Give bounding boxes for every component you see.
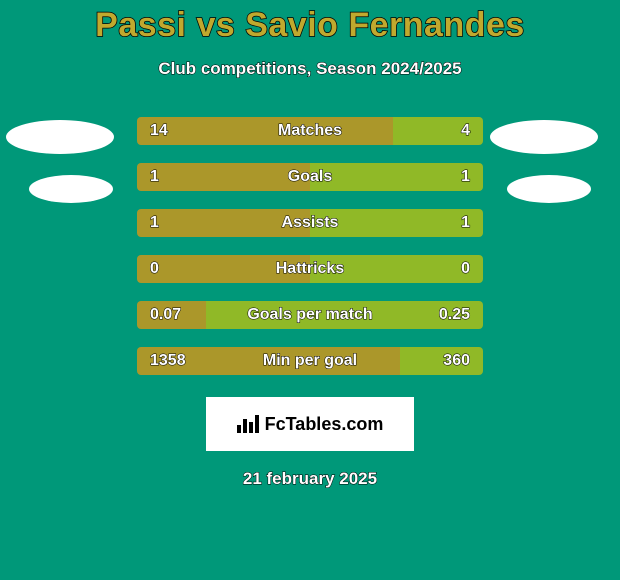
stat-row: 1 Assists 1 [0, 209, 620, 237]
stats-container: 14 Matches 4 1 Goals 1 1 Assists 1 [0, 117, 620, 375]
stat-value-right: 360 [443, 347, 470, 375]
stat-label: Goals per match [137, 301, 483, 329]
page-title: Passi vs Savio Fernandes [0, 0, 620, 45]
footer-brand-badge: FcTables.com [206, 397, 414, 451]
stat-row: 0.07 Goals per match 0.25 [0, 301, 620, 329]
stat-label: Matches [137, 117, 483, 145]
stat-value-right: 0.25 [439, 301, 470, 329]
stat-label: Min per goal [137, 347, 483, 375]
stat-row: 0 Hattricks 0 [0, 255, 620, 283]
stat-value-right: 1 [461, 209, 470, 237]
stat-value-right: 1 [461, 163, 470, 191]
stat-value-right: 4 [461, 117, 470, 145]
stat-label: Assists [137, 209, 483, 237]
page-subtitle: Club competitions, Season 2024/2025 [0, 59, 620, 79]
footer-date: 21 february 2025 [0, 469, 620, 489]
stat-label: Goals [137, 163, 483, 191]
stat-value-right: 0 [461, 255, 470, 283]
comparison-infographic: Passi vs Savio Fernandes Club competitio… [0, 0, 620, 580]
stat-row: 1358 Min per goal 360 [0, 347, 620, 375]
stat-row: 1 Goals 1 [0, 163, 620, 191]
bar-chart-icon [237, 415, 259, 433]
stat-row: 14 Matches 4 [0, 117, 620, 145]
footer-brand-text: FcTables.com [265, 414, 384, 435]
stat-label: Hattricks [137, 255, 483, 283]
